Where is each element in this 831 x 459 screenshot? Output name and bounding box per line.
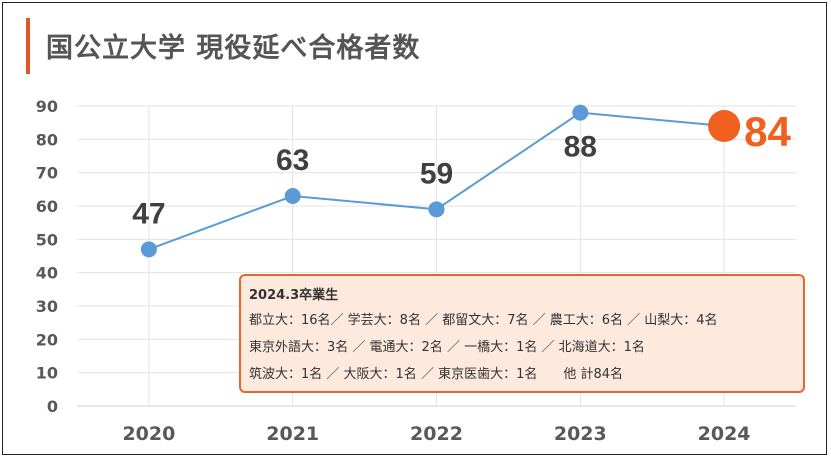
highlight-point: [708, 110, 741, 142]
y-tick-label: 0: [47, 397, 58, 416]
note-line: 筑波大：1名 ／ 大阪大：1名 ／ 東京医歯大：1名 他 計84名: [249, 367, 624, 382]
data-point: [572, 104, 589, 121]
note-header: 2024.3卒業生: [249, 288, 339, 303]
data-labels: 47 63 59 88 84: [132, 108, 791, 230]
x-tick-label: 2024: [698, 423, 751, 445]
data-label: 59: [420, 157, 453, 190]
y-axis-ticks: 0 10 20 30 40 50 60 70 80 90: [36, 97, 58, 416]
x-tick-label: 2020: [122, 423, 175, 445]
y-tick-label: 70: [36, 164, 58, 183]
title-accent-bar: [26, 18, 30, 74]
note-line: 東京外語大：3名 ／ 電通大：2名 ／ 一橋大：1名 ／ 北海道大：1名: [249, 340, 645, 355]
y-tick-label: 60: [36, 197, 58, 216]
y-tick-label: 50: [36, 230, 58, 249]
y-tick-label: 30: [36, 297, 58, 316]
x-tick-label: 2021: [266, 423, 319, 445]
y-tick-label: 40: [36, 264, 58, 283]
y-tick-label: 80: [36, 130, 58, 149]
note-line: 都立大：16名／ 学芸大：8名 ／ 都留文大：7名 ／ 農工大：6名 ／ 山梨大…: [249, 313, 718, 328]
chart-title: 国公立大学 現役延べ合格者数: [46, 33, 421, 64]
x-axis-ticks: 2020 2021 2022 2023 2024: [122, 423, 750, 445]
data-point: [140, 241, 157, 258]
graduates-note-box: 2024.3卒業生 都立大：16名／ 学芸大：8名 ／ 都留文大：7名 ／ 農工…: [239, 274, 805, 393]
highlight-data-label: 84: [744, 108, 791, 155]
series-line-group: [140, 104, 741, 258]
y-tick-label: 90: [36, 97, 58, 116]
x-tick-label: 2023: [554, 423, 607, 445]
data-point: [428, 201, 445, 218]
data-label: 88: [564, 131, 597, 164]
y-tick-label: 20: [36, 330, 58, 349]
data-label: 63: [276, 144, 309, 177]
data-label: 47: [132, 197, 165, 230]
y-tick-label: 10: [36, 364, 58, 383]
data-point: [284, 188, 301, 204]
x-tick-label: 2022: [410, 423, 463, 445]
